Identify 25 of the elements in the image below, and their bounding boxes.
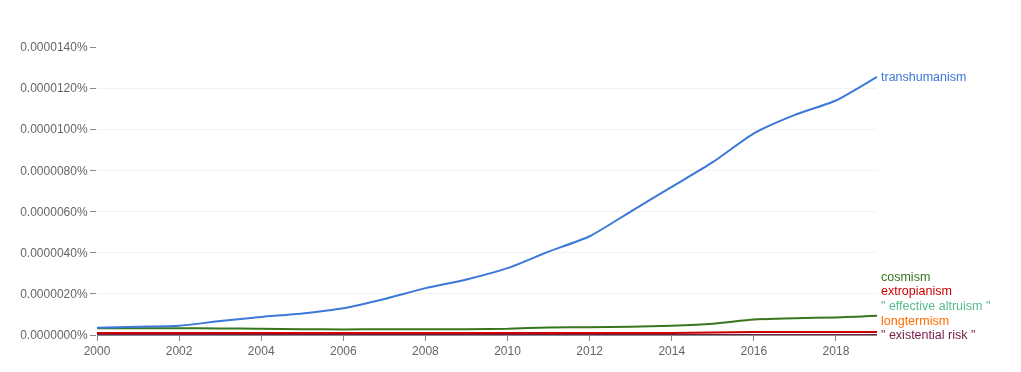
y-tick-label: 0.0000140% [20,40,88,55]
x-tick-label: 2012 [576,344,604,359]
x-tick-label: 2018 [822,344,850,359]
legend-label: longtermism [881,314,950,328]
y-tick-label: 0.0000040% [20,245,88,260]
y-tick-label: 0.0000120% [20,81,88,96]
series-label: transhumanism [881,70,967,84]
y-tick-label: 0.0000100% [20,122,88,137]
y-tick-label: 0.0000060% [20,204,88,219]
x-tick-label: 2008 [412,344,440,359]
legend-label: " effective altruism " [881,299,991,313]
series-label: " existential risk " [881,328,976,342]
x-tick-label: 2002 [165,344,193,359]
y-tick-label: 0.0000000% [20,328,88,343]
text: extropianism [881,284,952,298]
y-tick-label: 0.0000020% [20,287,88,302]
x-tick-label: 2004 [247,344,275,359]
x-tick-label: 2016 [740,344,768,359]
x-tick-label: 2000 [83,344,111,359]
text: cosmism [881,270,931,284]
x-tick-label: 2006 [329,344,357,359]
x-tick-label: 2010 [494,344,522,359]
y-tick-label: 0.0000080% [20,163,88,178]
line-series [97,75,877,329]
x-tick-label: 2014 [658,344,686,359]
